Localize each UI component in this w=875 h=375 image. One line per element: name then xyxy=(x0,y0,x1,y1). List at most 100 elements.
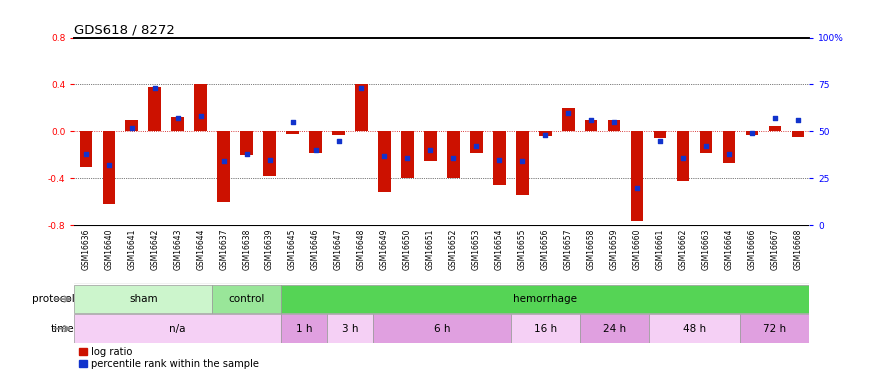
Bar xyxy=(327,314,373,343)
Text: GSM16641: GSM16641 xyxy=(127,228,136,270)
Point xyxy=(309,147,323,153)
Point xyxy=(653,138,667,144)
Bar xyxy=(723,131,735,163)
Text: GSM16663: GSM16663 xyxy=(702,228,710,270)
Bar xyxy=(631,131,643,220)
Bar xyxy=(493,131,506,185)
Point xyxy=(285,119,299,125)
Text: n/a: n/a xyxy=(170,324,186,334)
Bar xyxy=(740,314,809,343)
Point xyxy=(584,117,598,123)
Text: GSM16668: GSM16668 xyxy=(794,228,802,270)
Bar xyxy=(470,131,483,153)
Point xyxy=(493,157,507,163)
Bar xyxy=(125,120,138,131)
Text: GSM16648: GSM16648 xyxy=(357,228,366,270)
Text: GSM16643: GSM16643 xyxy=(173,228,182,270)
Point xyxy=(699,143,713,149)
Bar xyxy=(539,131,551,136)
Text: GSM16659: GSM16659 xyxy=(610,228,619,270)
Text: 3 h: 3 h xyxy=(342,324,358,334)
Point xyxy=(446,155,460,161)
Text: GSM16639: GSM16639 xyxy=(265,228,274,270)
Bar xyxy=(746,131,759,135)
Bar xyxy=(74,314,281,343)
Point xyxy=(240,151,254,157)
Text: GSM16650: GSM16650 xyxy=(402,228,412,270)
Point xyxy=(332,138,346,144)
Text: hemorrhage: hemorrhage xyxy=(514,294,578,304)
Point xyxy=(125,124,139,130)
Point xyxy=(722,151,736,157)
Text: 72 h: 72 h xyxy=(763,324,787,334)
Text: GSM16653: GSM16653 xyxy=(472,228,481,270)
Point xyxy=(515,159,529,165)
Bar xyxy=(217,131,230,202)
Bar xyxy=(281,314,327,343)
Legend: log ratio, percentile rank within the sample: log ratio, percentile rank within the sa… xyxy=(80,347,259,369)
Bar xyxy=(511,314,580,343)
Text: 16 h: 16 h xyxy=(534,324,556,334)
Text: GSM16652: GSM16652 xyxy=(449,228,458,270)
Text: 6 h: 6 h xyxy=(434,324,450,334)
Bar xyxy=(172,117,184,131)
Bar xyxy=(281,285,809,313)
Bar xyxy=(74,285,213,313)
Bar xyxy=(102,131,116,204)
Text: 24 h: 24 h xyxy=(603,324,626,334)
Text: GSM16666: GSM16666 xyxy=(747,228,757,270)
Text: 1 h: 1 h xyxy=(296,324,312,334)
Text: GSM16651: GSM16651 xyxy=(426,228,435,270)
Point xyxy=(377,153,391,159)
Point xyxy=(262,157,276,163)
Point xyxy=(401,155,415,161)
Bar xyxy=(194,84,207,131)
Bar xyxy=(584,120,598,131)
Bar xyxy=(378,131,391,192)
Bar xyxy=(373,314,511,343)
Point xyxy=(676,155,690,161)
Bar xyxy=(792,131,804,137)
Bar xyxy=(676,131,690,181)
Bar xyxy=(332,131,345,135)
Point xyxy=(630,185,644,191)
Point xyxy=(607,119,621,125)
Bar xyxy=(562,108,575,131)
Text: GSM16657: GSM16657 xyxy=(564,228,573,270)
Text: sham: sham xyxy=(129,294,158,304)
Text: GSM16640: GSM16640 xyxy=(104,228,114,270)
Point xyxy=(745,130,759,136)
Point xyxy=(171,115,185,121)
Bar xyxy=(424,131,437,161)
Point xyxy=(791,117,805,123)
Text: GSM16646: GSM16646 xyxy=(311,228,320,270)
Bar xyxy=(648,314,740,343)
Bar xyxy=(516,131,528,195)
Point xyxy=(768,115,782,121)
Point xyxy=(469,143,483,149)
Text: GSM16645: GSM16645 xyxy=(288,228,298,270)
Point xyxy=(102,162,116,168)
Bar xyxy=(80,131,92,166)
Text: GSM16644: GSM16644 xyxy=(196,228,206,270)
Bar xyxy=(286,131,299,134)
Bar xyxy=(580,314,648,343)
Bar xyxy=(355,84,367,131)
Text: protocol: protocol xyxy=(31,294,74,304)
Text: time: time xyxy=(51,324,74,334)
Bar xyxy=(654,131,667,138)
Point xyxy=(79,151,93,157)
Text: GSM16638: GSM16638 xyxy=(242,228,251,270)
Bar xyxy=(447,131,459,178)
Bar xyxy=(263,131,276,176)
Text: GSM16637: GSM16637 xyxy=(219,228,228,270)
Text: 48 h: 48 h xyxy=(683,324,706,334)
Bar xyxy=(149,87,161,131)
Point xyxy=(193,113,207,119)
Point xyxy=(148,85,162,91)
Text: GSM16661: GSM16661 xyxy=(655,228,665,270)
Point xyxy=(354,85,368,91)
Bar xyxy=(241,131,253,155)
Text: control: control xyxy=(228,294,265,304)
Text: GSM16662: GSM16662 xyxy=(678,228,688,270)
